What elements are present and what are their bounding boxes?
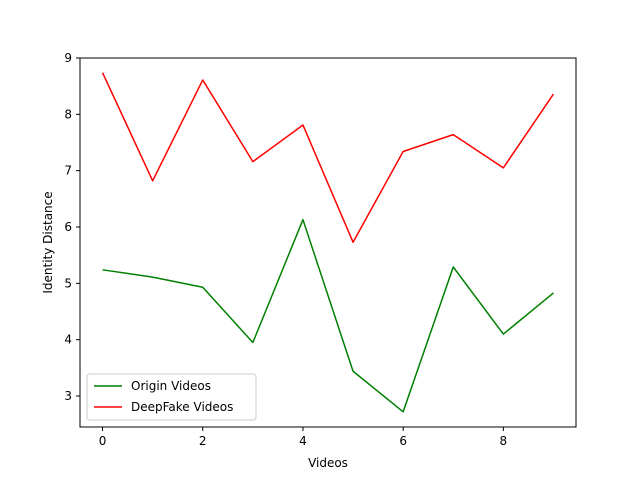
- series-line-origin-videos: [102, 218, 554, 413]
- legend-label: DeepFake Videos: [131, 400, 233, 414]
- x-tick-label: 8: [500, 434, 508, 448]
- x-tick-label: 4: [299, 434, 307, 448]
- plot-area-frame: [79, 57, 577, 428]
- x-axis-label: Videos: [308, 456, 348, 470]
- legend-label: Origin Videos: [131, 379, 211, 393]
- x-tick-label: 6: [399, 434, 407, 448]
- x-tick-label: 0: [99, 434, 107, 448]
- y-tick-label: 9: [64, 51, 72, 65]
- series-line-deepfake-videos: [101, 72, 555, 243]
- y-tick-label: 4: [64, 333, 72, 347]
- y-tick-label: 6: [64, 220, 72, 234]
- legend: Origin Videos DeepFake Videos: [86, 373, 257, 421]
- x-tick-label: 2: [199, 434, 207, 448]
- legend-box: [86, 373, 257, 421]
- y-tick-label: 8: [64, 107, 72, 121]
- y-tick-label: 7: [64, 164, 72, 178]
- y-tick-label: 5: [64, 276, 72, 290]
- y-tick-label: 3: [64, 389, 72, 403]
- y-axis-label: Identity Distance: [41, 191, 55, 293]
